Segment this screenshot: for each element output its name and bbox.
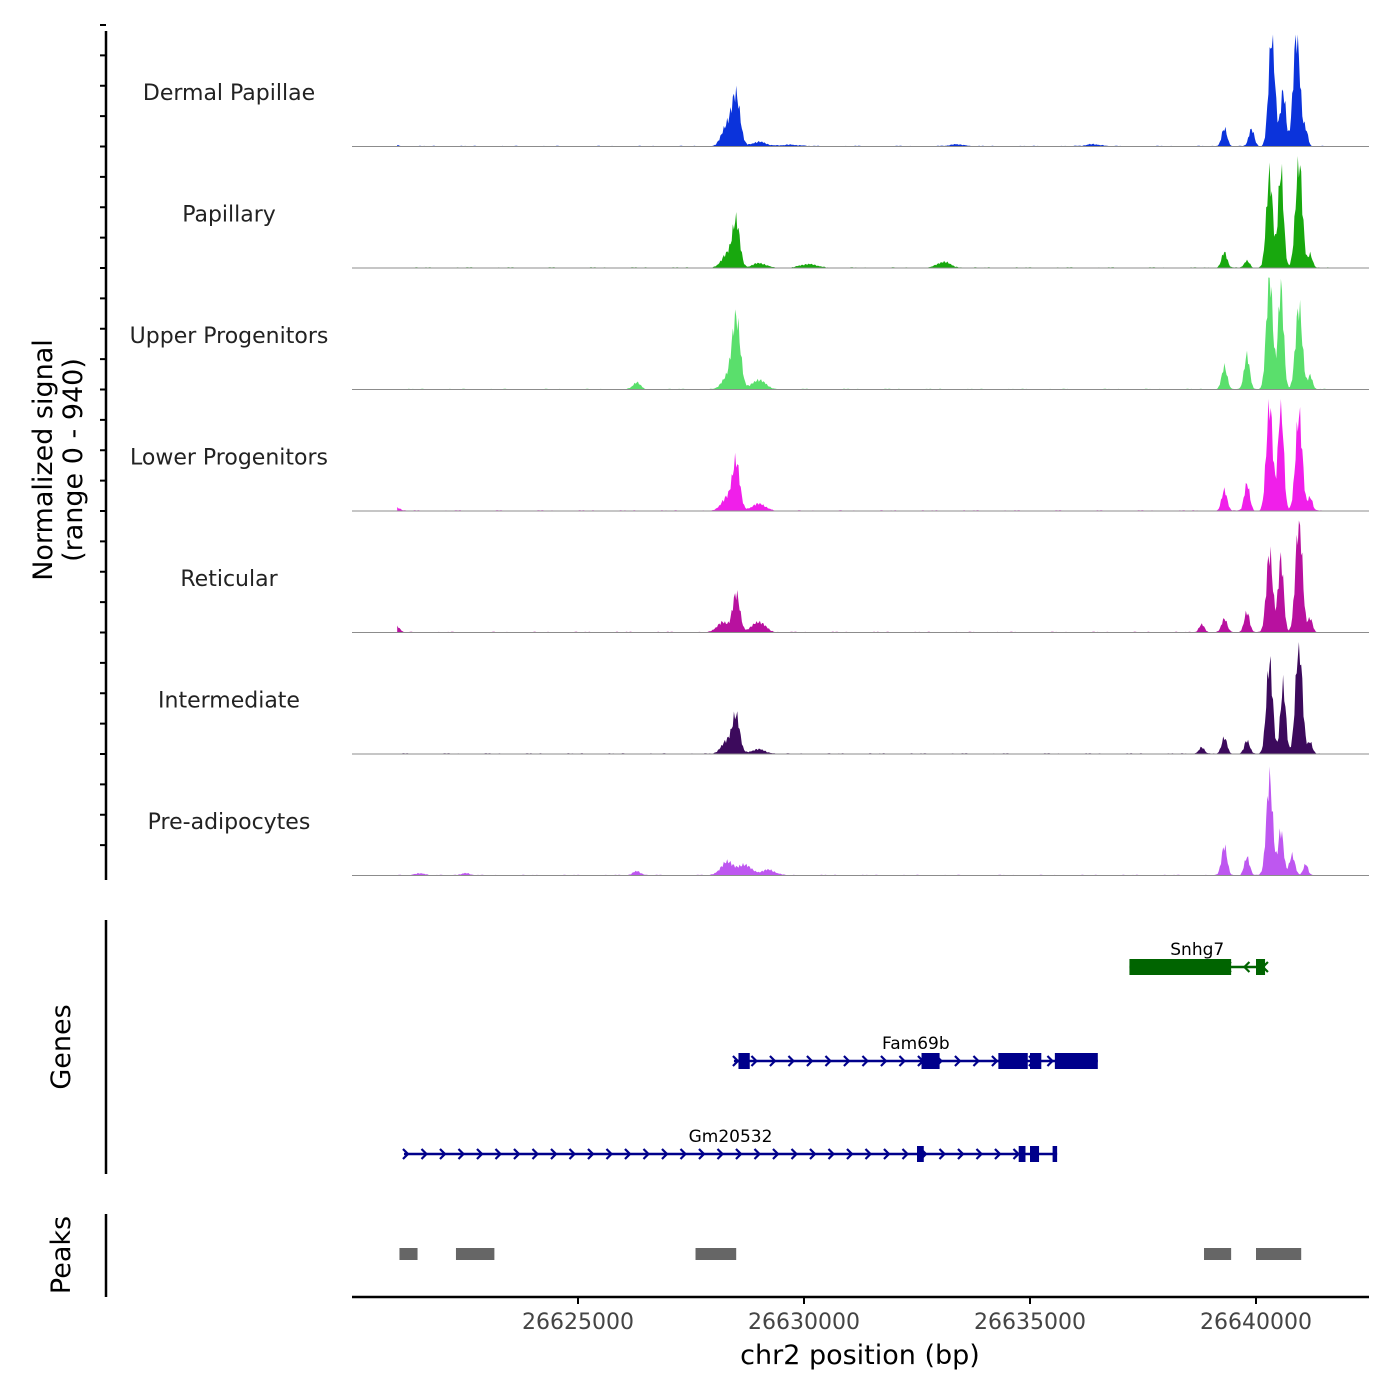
strand-arrow	[642, 1148, 651, 1160]
strand-arrow	[827, 1148, 836, 1160]
exon-Snhg7	[1129, 959, 1232, 975]
strand-arrow	[991, 1055, 999, 1067]
strand-arrow	[439, 1148, 447, 1160]
strand-arrow	[898, 1055, 906, 1067]
signal-area-0	[397, 34, 1329, 147]
x-axis-label: chr2 position (bp)	[740, 1340, 980, 1371]
x-tick-label: 26625000	[522, 1310, 634, 1335]
strand-arrow	[901, 1148, 910, 1160]
signal-tracks: Dermal Papillae Papillary Upper Progenitor…	[130, 34, 1369, 876]
peaks-panel-label: Peaks	[46, 1216, 77, 1294]
strand-arrow	[457, 1148, 466, 1160]
strand-arrow	[679, 1148, 688, 1160]
strand-arrow	[716, 1148, 725, 1160]
gene-label-Snhg7: Snhg7	[1170, 940, 1224, 960]
peaks-panel	[399, 1248, 1302, 1260]
strand-arrow	[402, 1148, 410, 1160]
strand-arrow	[1242, 961, 1251, 973]
genes-panel-label: Genes	[46, 1004, 77, 1089]
track-label-6: Pre-adipocytes	[148, 810, 311, 835]
signal-area-4	[397, 520, 1329, 633]
strand-arrow	[1129, 961, 1138, 973]
strand-arrow	[843, 1055, 851, 1067]
signal-area-6	[397, 766, 1329, 876]
strand-arrow	[769, 1055, 777, 1067]
strand-arrow	[880, 1055, 888, 1067]
strand-arrow	[790, 1148, 799, 1160]
x-tick-label: 26630000	[748, 1310, 860, 1335]
strand-arrow	[587, 1148, 595, 1160]
strand-arrow	[975, 1148, 984, 1160]
signal-area-3	[397, 399, 1329, 511]
gene-label-Gm20532: Gm20532	[689, 1127, 773, 1147]
strand-arrow	[772, 1148, 780, 1160]
strand-arrow	[735, 1148, 743, 1160]
strand-arrow	[883, 1148, 891, 1160]
exon-Fam69b	[1054, 1053, 1098, 1069]
strand-arrow	[750, 1055, 758, 1067]
track-label-0: Dermal Papillae	[143, 81, 315, 106]
strand-arrow	[787, 1055, 795, 1067]
exon-Fam69b	[738, 1053, 750, 1069]
exon-Fam69b	[998, 1053, 1028, 1069]
peak-region	[399, 1248, 418, 1260]
strand-arrow	[1012, 1148, 1021, 1160]
x-axis: 26625000 26630000 26635000 26640000	[352, 1295, 1369, 1335]
strand-arrow	[568, 1148, 577, 1160]
signal-area-2	[397, 277, 1329, 390]
exon-Gm20532	[1018, 1146, 1026, 1162]
strand-arrow	[661, 1148, 669, 1160]
y-axis-label-line1: Normalized signal	[28, 339, 59, 581]
strand-arrow	[420, 1148, 429, 1160]
peak-region	[455, 1248, 495, 1260]
strand-arrow	[698, 1148, 706, 1160]
strand-arrow	[513, 1148, 521, 1160]
strand-arrow	[753, 1148, 762, 1160]
peak-region	[1204, 1248, 1232, 1260]
track-label-4: Reticular	[180, 567, 278, 592]
genes-panel: Snhg7 Fam69b Gm20532	[402, 940, 1269, 1162]
peak-region	[1256, 1248, 1302, 1260]
y-axis-label-line2: (range 0 - 940)	[58, 358, 89, 562]
exon-Gm20532	[1052, 1146, 1058, 1162]
strand-arrow	[809, 1148, 817, 1160]
strand-arrow	[864, 1148, 873, 1160]
strand-arrow	[605, 1148, 614, 1160]
exon-Snhg7	[1256, 959, 1266, 975]
track-label-1: Papillary	[182, 203, 276, 228]
strand-arrow	[824, 1055, 832, 1067]
exon-Gm20532	[917, 1146, 924, 1162]
peak-region	[695, 1248, 737, 1260]
x-tick-label: 26635000	[974, 1310, 1086, 1335]
strand-arrow	[994, 1148, 1002, 1160]
track-label-2: Upper Progenitors	[130, 324, 329, 349]
strand-arrow	[957, 1148, 965, 1160]
signal-area-1	[397, 156, 1329, 268]
strand-arrow	[732, 1055, 740, 1067]
strand-arrow	[972, 1055, 980, 1067]
exon-Fam69b	[1030, 1053, 1042, 1069]
track-label-5: Intermediate	[158, 689, 300, 714]
signal-y-axis	[100, 24, 108, 880]
strand-arrow	[861, 1055, 869, 1067]
strand-arrow	[531, 1148, 540, 1160]
exon-Gm20532	[1030, 1146, 1040, 1162]
track-label-3: Lower Progenitors	[130, 446, 328, 471]
strand-arrow	[494, 1148, 503, 1160]
strand-arrow	[476, 1148, 484, 1160]
strand-arrow	[1046, 1055, 1054, 1067]
gene-label-Fam69b: Fam69b	[882, 1034, 950, 1054]
strand-arrow	[806, 1055, 814, 1067]
strand-arrow	[938, 1148, 947, 1160]
strand-arrow	[624, 1148, 632, 1160]
x-tick-label: 26640000	[1200, 1310, 1312, 1335]
strand-arrow	[846, 1148, 854, 1160]
signal-area-5	[397, 642, 1329, 754]
exon-Fam69b	[921, 1053, 940, 1069]
strand-arrow	[550, 1148, 558, 1160]
strand-arrow	[954, 1055, 962, 1067]
